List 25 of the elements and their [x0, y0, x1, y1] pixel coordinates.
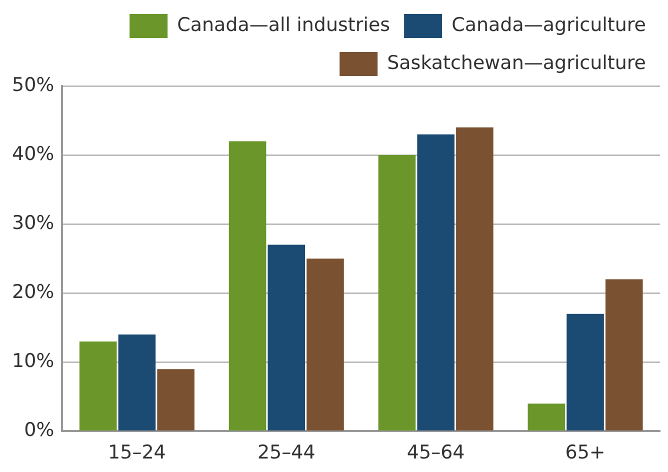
- legend-label: Canada—agriculture: [452, 14, 646, 36]
- x-tick-label: 25–44: [257, 442, 316, 464]
- y-tick-label: 50%: [12, 74, 54, 96]
- bar: [306, 258, 344, 430]
- legend-label: Saskatchewan—agriculture: [387, 52, 646, 74]
- y-tick-label: 20%: [12, 281, 54, 304]
- y-tick-label: 10%: [12, 350, 54, 372]
- bar: [605, 279, 643, 430]
- x-tick-label: 65+: [565, 442, 606, 464]
- y-tick-label: 30%: [12, 212, 54, 234]
- bar: [417, 134, 454, 430]
- bar: [157, 369, 194, 430]
- bar: [228, 141, 266, 430]
- bar: [118, 334, 156, 430]
- y-tick-label: 40%: [12, 142, 54, 165]
- legend-label: Canada—all industries: [177, 14, 390, 36]
- bar: [566, 314, 604, 430]
- bar: [528, 404, 566, 430]
- bar: [268, 244, 306, 430]
- bar: [456, 127, 494, 430]
- bar: [378, 155, 416, 430]
- y-tick-label: 0%: [24, 419, 54, 442]
- x-tick-label: 45–64: [406, 442, 465, 464]
- bar: [79, 341, 117, 430]
- x-tick-label: 15–24: [108, 442, 166, 464]
